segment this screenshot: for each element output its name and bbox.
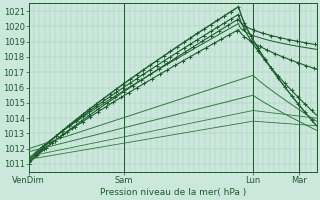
X-axis label: Pression niveau de la mer( hPa ): Pression niveau de la mer( hPa ) bbox=[100, 188, 246, 197]
